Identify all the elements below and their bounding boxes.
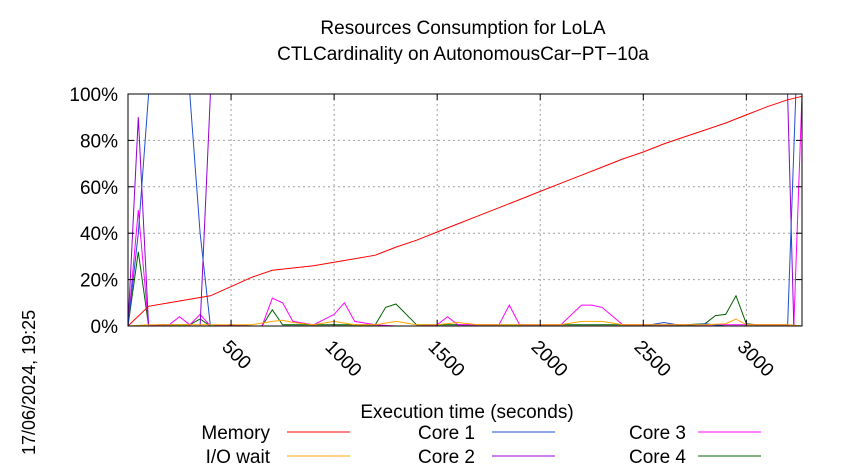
x-tick-label: 2500 xyxy=(630,337,675,382)
x-tick-label: 1000 xyxy=(321,337,366,382)
y-tick-label: 40% xyxy=(80,224,118,245)
legend-label-memory: Memory xyxy=(201,423,270,444)
legend-label-core-4: Core 4 xyxy=(629,447,686,468)
x-axis: 500 1000 1500 2000 2500 3000 xyxy=(218,94,778,381)
x-tick-label: 3000 xyxy=(733,337,778,382)
chart-title-line-2: CTLCardinality on AutonomousCar−PT−10a xyxy=(277,44,649,65)
grid-lines xyxy=(128,94,802,326)
x-tick-label: 2000 xyxy=(527,337,572,382)
x-tick-label: 500 xyxy=(218,337,255,374)
legend: Memory I/O wait Core 1 Core 2 Core 3 Core 4 xyxy=(201,423,761,468)
legend-label-core-3: Core 3 xyxy=(629,423,686,444)
legend-label-i-o-wait: I/O wait xyxy=(206,447,271,468)
y-tick-label: 100% xyxy=(69,85,118,106)
y-tick-label: 80% xyxy=(80,131,118,152)
series-line-memory xyxy=(127,95,803,327)
timestamp: 17/06/2024, 19:25 xyxy=(19,310,39,455)
x-axis-label: Execution time (seconds) xyxy=(360,402,573,423)
series-layer xyxy=(127,93,803,327)
series-line-i-o-wait xyxy=(127,318,803,327)
y-tick-label: 0% xyxy=(91,317,119,338)
legend-label-core-1: Core 1 xyxy=(418,423,475,444)
y-axis: 0% 20% 40% 60% 80% 100% xyxy=(69,85,802,338)
series-line-core-4 xyxy=(127,251,803,327)
series-line-core-2 xyxy=(127,93,802,327)
legend-label-core-2: Core 2 xyxy=(418,447,475,468)
x-tick-label: 1500 xyxy=(424,337,469,382)
series-line-core-1 xyxy=(127,93,802,327)
plot-frame xyxy=(127,93,803,327)
y-tick-label: 20% xyxy=(80,271,118,292)
chart-title-line-1: Resources Consumption for LoLA xyxy=(320,18,605,39)
y-tick-label: 60% xyxy=(80,178,118,199)
series-line-core-3 xyxy=(127,93,803,327)
